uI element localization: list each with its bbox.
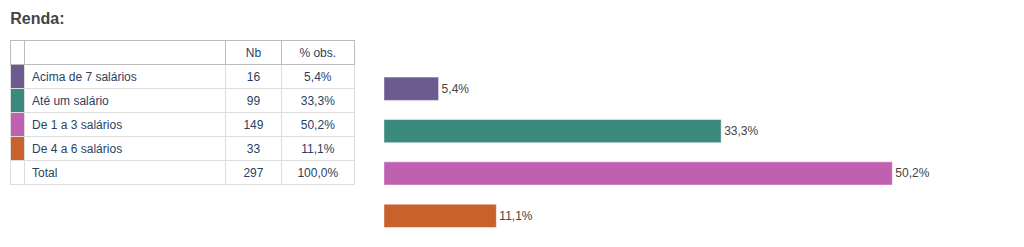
svg-text:33,3%: 33,3% [301,94,335,108]
svg-text:5,4%: 5,4% [304,70,332,84]
svg-text:De 1 a 3 salários: De 1 a 3 salários [32,118,122,132]
svg-text:5,4%: 5,4% [442,82,470,96]
svg-text:% obs.: % obs. [299,46,336,60]
svg-text:50,2%: 50,2% [895,166,929,180]
svg-text:Nb: Nb [246,46,262,60]
svg-text:33: 33 [247,142,261,156]
svg-text:Renda:: Renda: [10,10,64,27]
svg-text:99: 99 [247,94,261,108]
svg-text:149: 149 [243,118,263,132]
svg-text:297: 297 [243,166,263,180]
svg-text:11,1%: 11,1% [499,209,532,223]
svg-text:100,0%: 100,0% [297,166,338,180]
svg-text:De 4 a 6 salários: De 4 a 6 salários [32,142,122,156]
svg-text:16: 16 [247,70,261,84]
svg-text:Acima de 7 salários: Acima de 7 salários [32,70,137,84]
svg-text:50,2%: 50,2% [301,118,335,132]
svg-text:Total: Total [32,166,57,180]
svg-text:33,3%: 33,3% [724,124,758,138]
svg-text:Até um salário: Até um salário [32,94,109,108]
svg-text:11,1%: 11,1% [301,142,334,156]
